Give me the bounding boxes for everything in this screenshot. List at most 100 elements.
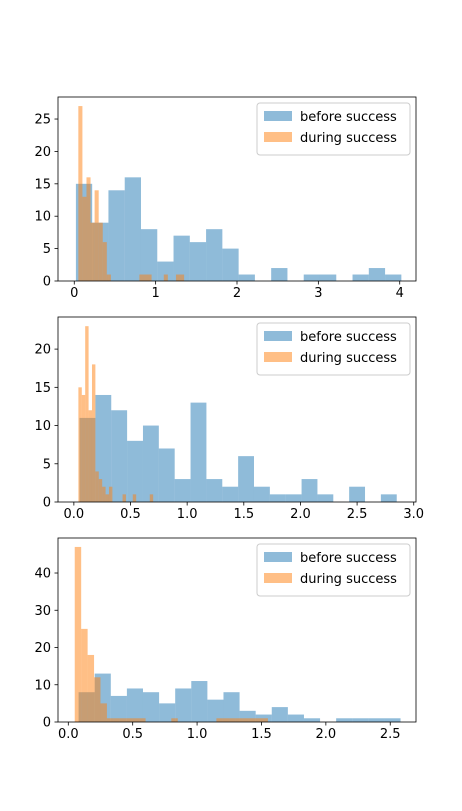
histogram-bar [147,274,152,281]
histogram-bar [106,718,114,722]
histogram-bar [317,494,334,502]
series-before-success [75,177,402,281]
legend-swatch [264,111,292,121]
histogram-bar [261,718,268,722]
histogram-bar [142,425,159,502]
histogram-bar [106,274,111,281]
histogram-bar [110,695,127,722]
y-tick-label: 10 [34,419,51,434]
legend-swatch [264,352,292,362]
histogram-bar [78,106,83,281]
y-tick-label: 10 [34,210,51,225]
x-tick-label: 1.0 [187,727,208,742]
histogram-bar [255,718,262,722]
y-tick-label: 40 [34,567,51,582]
histogram-bar [271,707,288,722]
series-before-success [78,673,401,722]
histogram-bar [74,546,82,722]
histogram-bar [88,410,92,502]
histogram-bar [368,268,386,281]
histogram-bar [157,261,174,281]
legend-box [256,322,411,376]
histogram-bar [143,274,148,281]
histogram-bar [173,235,190,281]
histogram-bar [368,718,385,722]
legend-label: before success [300,330,397,345]
histogram-bar [139,274,144,281]
legend-swatch [264,132,292,142]
histogram-bar [301,479,318,502]
series-during-success [74,546,268,722]
x-tick-label: 0.0 [64,507,85,522]
histogram-bar [223,692,240,722]
legend-swatch [264,552,292,562]
legend-swatch [264,573,292,583]
histogram-bar [95,471,99,502]
histogram-bar [111,410,128,502]
histogram-bar [124,177,141,281]
y-tick-label: 0 [43,496,51,511]
histogram-bar [90,222,95,281]
histogram-bar [191,681,208,722]
histogram-bar [102,486,106,502]
histogram-bar [207,699,224,722]
histogram-bar [255,714,272,722]
legend-box [256,543,411,597]
histogram-bar [132,718,140,722]
histogram-bar [222,718,230,722]
subplot-3: 0.0 0.5 1.0 1.5 2.0 2.5 0 10 20 30 40 before succes… [34,537,417,742]
histogram-bar [175,688,192,722]
histogram-bar [95,394,112,502]
series-before-success [79,394,397,502]
histogram-bar [206,479,223,502]
axes-frame [57,316,417,503]
histogram-bar [222,486,239,502]
histogram-bar [98,479,103,502]
series-during-success [78,106,185,281]
histogram-bar [142,692,160,722]
histogram-bar [384,718,401,722]
histogram-bar [171,718,178,722]
histogram-bar [352,718,369,722]
histogram-bar [238,456,254,502]
histogram-bar [239,710,256,722]
histogram-bar [86,177,91,281]
histogram-bar [285,494,302,502]
legend-label: before success [300,110,397,125]
x-tick-label: 2.0 [290,507,311,522]
y-tick-label: 30 [34,604,51,619]
histogram-bar [159,703,176,722]
histogram-bar [229,718,236,722]
histogram-bar [82,196,87,281]
histogram-bar [119,718,127,722]
histogram-bar [127,440,143,502]
x-tick-label: 3.0 [403,507,424,522]
subplot-2: 0.0 0.5 1.0 1.5 2.0 2.5 3.0 0 5 10 15 20 before succ… [34,316,424,522]
histogram-bar [100,703,107,722]
x-tick-label: 1.5 [233,507,254,522]
histogram-bar [175,274,181,281]
x-tick-label: 0.0 [58,727,79,742]
x-tick-label: 0 [70,286,78,301]
histogram-bar [189,242,207,281]
subplot-1: 0 1 2 3 4 0 5 10 15 20 25 before success during succ… [34,96,417,301]
histogram-bar [85,326,89,502]
y-tick-label: 5 [43,457,51,472]
histogram-bar [94,190,99,281]
x-tick-label: 1.5 [251,727,272,742]
histogram-bar [91,364,96,502]
histogram-bar [216,718,223,722]
axes-frame [57,537,417,723]
histogram-bar [126,688,143,722]
x-tick-label: 2.5 [380,727,401,742]
x-tick-label: 2.5 [347,507,368,522]
legend-label: during success [300,572,397,587]
legend-box [256,102,411,156]
y-tick-label: 15 [34,177,51,192]
histogram-bar [174,479,191,502]
histogram-bar [235,718,243,722]
histogram-bar [180,274,185,281]
histogram-bar [222,248,239,281]
legend-label: during success [300,351,397,366]
